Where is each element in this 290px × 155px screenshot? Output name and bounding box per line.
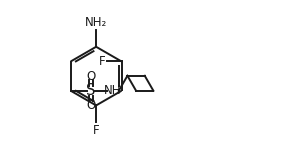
Text: S: S [86,83,95,98]
Text: O: O [86,99,95,112]
Text: F: F [93,124,99,137]
Text: F: F [98,55,105,68]
Text: NH: NH [104,84,122,97]
Text: NH₂: NH₂ [85,16,107,29]
Text: O: O [86,70,95,83]
